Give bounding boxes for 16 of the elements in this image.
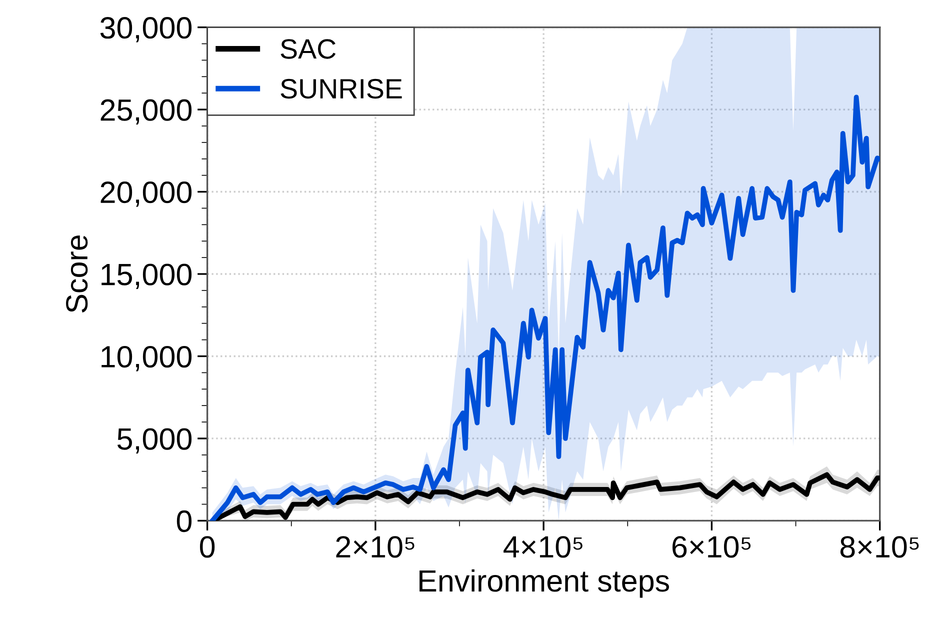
y-tick-label: 30,000 (100, 17, 192, 42)
x-tick-label: 8×10⁵ (840, 536, 919, 558)
x-tick-label: 6×10⁵ (672, 536, 751, 558)
y-tick-label: 5,000 (117, 428, 192, 454)
legend-label: SAC (280, 39, 336, 59)
y-tick-label: 25,000 (100, 99, 192, 125)
y-tick-label: 0 (176, 510, 192, 532)
x-tick-label: 2×10⁵ (336, 536, 414, 558)
y-axis-title: Score (66, 235, 88, 313)
x-axis-title: Environment steps (420, 569, 669, 598)
x-tick-label: 4×10⁵ (504, 536, 582, 558)
y-tick-label: 20,000 (100, 182, 192, 207)
x-tick-label: 0 (200, 536, 215, 558)
legend-label: SUNRISE (280, 78, 402, 99)
y-tick-label: 10,000 (102, 346, 192, 372)
y-tick-label: 15,000 (102, 264, 192, 289)
